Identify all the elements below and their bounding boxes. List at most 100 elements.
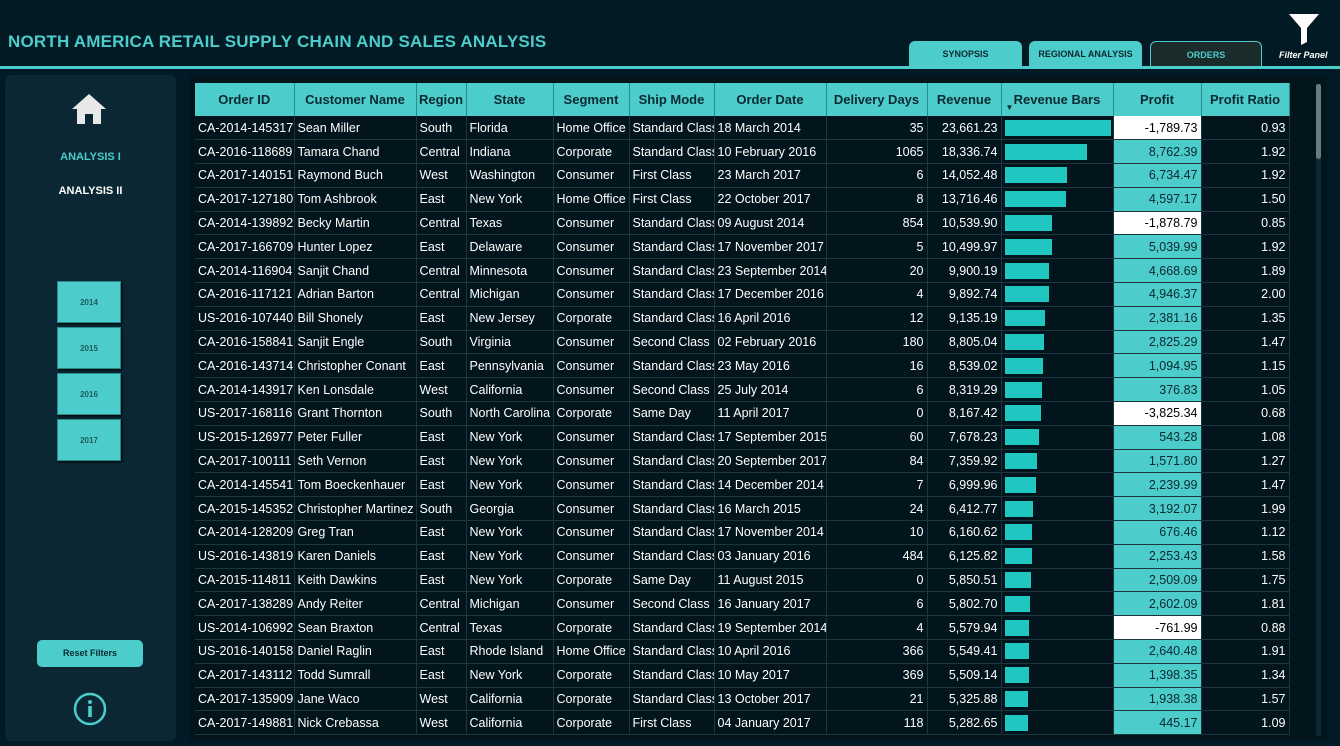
region-cell: South [416, 116, 467, 141]
table-row[interactable]: CA-2015-145352 Christopher Martinez South G… [195, 496, 1290, 522]
state-cell: Delaware [466, 234, 554, 260]
customer-name-cell: Keith Dawkins [294, 568, 417, 593]
year-button-2017[interactable]: 2017 [57, 419, 121, 461]
customer-name-cell: Tom Ashbrook [294, 187, 417, 212]
revenue-cell: 5,282.65 [927, 710, 1002, 736]
table-row[interactable]: CA-2014-145317 Sean Miller South Florida Hom… [195, 116, 1290, 141]
revenue-bar [1004, 286, 1049, 303]
order-date-cell: 17 November 2014 [714, 520, 827, 545]
column-header-region[interactable]: Region [416, 83, 467, 116]
home-icon[interactable] [71, 92, 107, 126]
info-icon[interactable] [73, 692, 107, 726]
table-row[interactable]: CA-2017-127180 Tom Ashbrook East New York Ho… [195, 187, 1290, 212]
tab-synopsis[interactable]: SYNOPSIS [909, 41, 1022, 68]
region-cell: South [416, 401, 467, 426]
filter-icon[interactable] [1288, 12, 1320, 46]
profit-ratio-cell: 2.00 [1201, 282, 1290, 307]
table-row[interactable]: CA-2016-117121 Adrian Barton Central Michig… [195, 282, 1290, 307]
customer-name-cell: Sean Braxton [294, 615, 417, 641]
profit-cell: 6,734.47 [1113, 163, 1202, 188]
region-cell: East [416, 353, 467, 379]
revenue-bar [1004, 572, 1031, 589]
column-header-order-id[interactable]: Order ID [195, 83, 295, 116]
revenue-bar-cell [1001, 544, 1114, 569]
column-header-ship-mode[interactable]: Ship Mode [629, 83, 715, 116]
customer-name-cell: Jane Waco [294, 687, 417, 712]
order-id-cell: CA-2017-149881 [195, 710, 295, 736]
column-header-revenue-bars[interactable]: ▼ Revenue Bars [1001, 83, 1114, 116]
segment-cell: Consumer [553, 425, 630, 450]
table-row[interactable]: US-2016-107440 Bill Shonely East New Jersey… [195, 306, 1290, 331]
state-cell: New York [466, 425, 554, 450]
ship-mode-cell: Standard Class [629, 211, 715, 236]
revenue-bar [1004, 215, 1052, 232]
ship-mode-cell: First Class [629, 710, 715, 736]
table-row[interactable]: US-2017-168116 Grant Thornton South North C… [195, 401, 1290, 426]
table-scrollbar[interactable] [1316, 84, 1321, 736]
tab-regional-analysis[interactable]: REGIONAL ANALYSIS [1029, 41, 1142, 68]
table-row[interactable]: US-2016-143819 Karen Daniels East New York C… [195, 544, 1290, 569]
sidebar-item-analysis-2[interactable]: ANALYSIS II [58, 185, 123, 197]
table-row[interactable]: CA-2015-114811 Keith Dawkins East New York C… [195, 568, 1290, 593]
tab-orders[interactable]: ORDERS [1150, 41, 1262, 68]
table-row[interactable]: CA-2017-100111 Seth Vernon East New York Con… [195, 449, 1290, 474]
revenue-cell: 10,539.90 [927, 211, 1002, 236]
table-row[interactable]: CA-2014-128209 Greg Tran East New York Consu… [195, 520, 1290, 545]
table-row[interactable]: US-2015-126977 Peter Fuller East New York Co… [195, 425, 1290, 450]
table-row[interactable]: US-2016-140158 Daniel Raglin East Rhode Isl… [195, 639, 1290, 664]
revenue-bar-cell [1001, 663, 1114, 688]
table-row[interactable]: CA-2017-143112 Todd Sumrall East New York Co… [195, 663, 1290, 688]
region-cell: East [416, 544, 467, 569]
table-row[interactable]: CA-2016-143714 Christopher Conant East Penn… [195, 353, 1290, 379]
column-header-order-date[interactable]: Order Date [714, 83, 827, 116]
profit-cell: -3,825.34 [1113, 401, 1202, 426]
table-row[interactable]: CA-2017-149881 Nick Crebassa West Californi… [195, 710, 1290, 736]
profit-ratio-cell: 1.92 [1201, 139, 1290, 165]
delivery-days-cell: 10 [826, 520, 928, 545]
table-row[interactable]: CA-2017-138289 Andy Reiter Central Michigan… [195, 591, 1290, 617]
order-date-cell: 19 September 2014 [714, 615, 827, 641]
revenue-cell: 8,539.02 [927, 353, 1002, 379]
column-header-revenue[interactable]: Revenue [927, 83, 1002, 116]
column-header-profit[interactable]: Profit [1113, 83, 1202, 116]
order-id-cell: US-2016-143819 [195, 544, 295, 569]
profit-ratio-cell: 0.85 [1201, 211, 1290, 236]
revenue-bar-cell [1001, 401, 1114, 426]
profit-ratio-cell: 1.09 [1201, 710, 1290, 736]
order-date-cell: 10 February 2016 [714, 139, 827, 165]
reset-filters-button[interactable]: Reset Filters [37, 640, 143, 667]
state-cell: Georgia [466, 496, 554, 522]
table-row[interactable]: CA-2016-158841 Sanjit Engle South Virginia C… [195, 330, 1290, 355]
table-row[interactable]: CA-2017-140151 Raymond Buch West Washington… [195, 163, 1290, 188]
year-button-2016[interactable]: 2016 [57, 373, 121, 415]
year-button-2015[interactable]: 2015 [57, 327, 121, 369]
order-date-cell: 16 April 2016 [714, 306, 827, 331]
table-row[interactable]: CA-2014-116904 Sanjit Chand Central Minneso… [195, 258, 1290, 284]
table-row[interactable]: US-2014-106992 Sean Braxton Central Texas Co… [195, 615, 1290, 641]
column-header-delivery-days[interactable]: Delivery Days [826, 83, 928, 116]
state-cell: Virginia [466, 330, 554, 355]
revenue-cell: 7,678.23 [927, 425, 1002, 450]
revenue-cell: 14,052.48 [927, 163, 1002, 188]
table-row[interactable]: CA-2014-139892 Becky Martin Central Texas Co… [195, 211, 1290, 236]
table-row[interactable]: CA-2014-145541 Tom Boeckenhauer East New Yo… [195, 472, 1290, 498]
scrollbar-thumb[interactable] [1316, 84, 1321, 159]
profit-ratio-cell: 1.47 [1201, 330, 1290, 355]
year-button-2014[interactable]: 2014 [57, 281, 121, 323]
column-header-segment[interactable]: Segment [553, 83, 630, 116]
table-row[interactable]: CA-2016-118689 Tamara Chand Central Indiana… [195, 139, 1290, 165]
ship-mode-cell: Standard Class [629, 116, 715, 141]
order-date-cell: 04 January 2017 [714, 710, 827, 736]
table-row[interactable]: CA-2017-166709 Hunter Lopez East Delaware Co… [195, 234, 1290, 260]
table-row[interactable]: CA-2017-135909 Jane Waco West California Cor… [195, 687, 1290, 712]
table-row[interactable]: CA-2014-143917 Ken Lonsdale West California… [195, 377, 1290, 403]
column-header-customer-name[interactable]: Customer Name [294, 83, 417, 116]
delivery-days-cell: 369 [826, 663, 928, 688]
customer-name-cell: Peter Fuller [294, 425, 417, 450]
ship-mode-cell: Same Day [629, 568, 715, 593]
sidebar-item-analysis-1[interactable]: ANALYSIS I [60, 151, 121, 163]
ship-mode-cell: Second Class [629, 591, 715, 617]
column-header-state[interactable]: State [466, 83, 554, 116]
column-header-profit-ratio[interactable]: Profit Ratio [1201, 83, 1290, 116]
region-cell: East [416, 639, 467, 664]
